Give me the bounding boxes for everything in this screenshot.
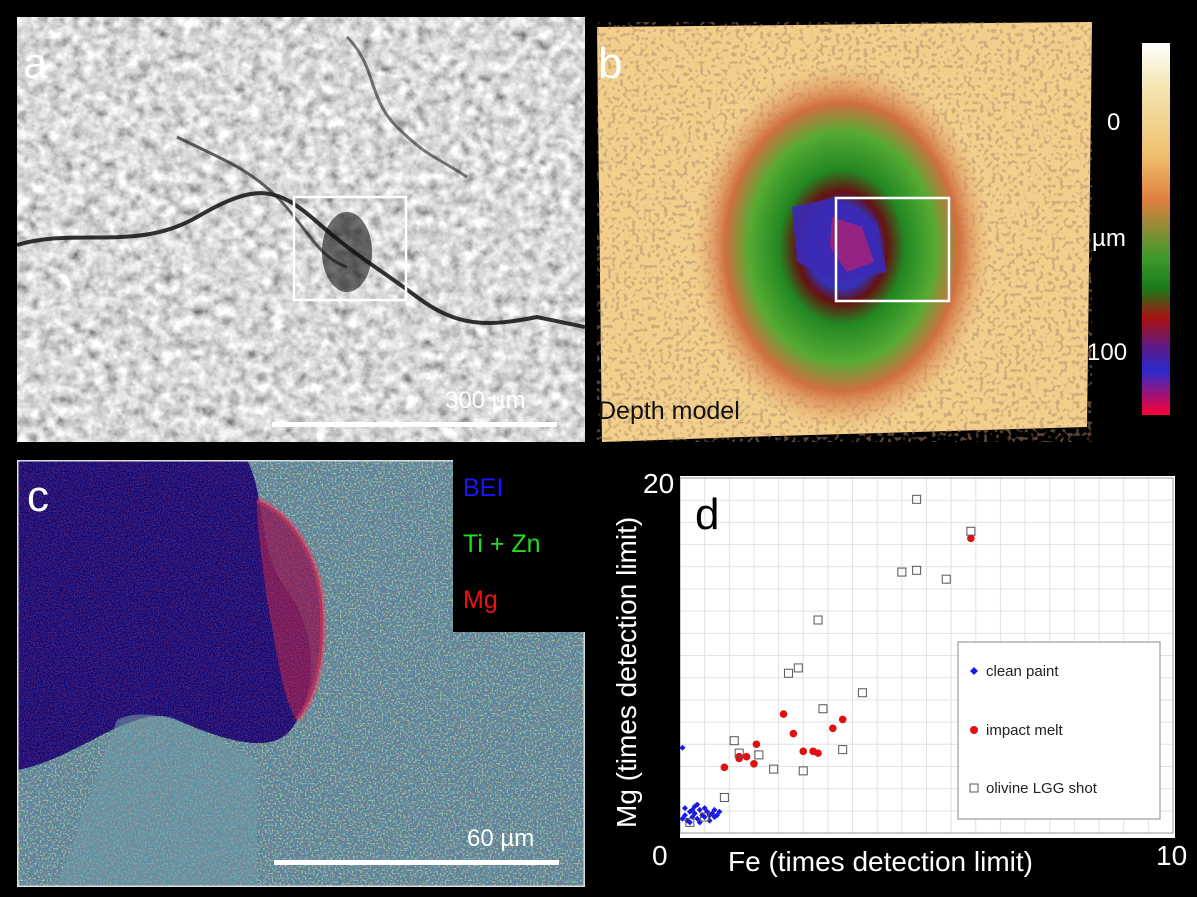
x-tick-10: 10 (1156, 840, 1188, 871)
scatter-chart: clean paint impact melt olivine LGG shot (679, 477, 1174, 834)
legend-label-clean-paint: clean paint (986, 663, 1059, 680)
data-point-olivine-lgg-shot-5 (754, 750, 764, 760)
data-point-olivine-lgg-shot-16 (912, 565, 922, 575)
data-point-olivine-lgg-shot-17 (941, 574, 951, 584)
data-point-clean-paint-21 (716, 808, 723, 815)
data-point-olivine-lgg-shot-6 (769, 764, 779, 774)
data-point-olivine-lgg-shot-12 (838, 745, 848, 755)
y-axis-label: Mg (times detection limit) (611, 516, 642, 828)
data-point-clean-paint-7 (696, 806, 703, 813)
element-map-image (15, 458, 587, 889)
data-point-clean-paint-0 (679, 815, 686, 822)
colorbar (1142, 43, 1170, 415)
region-box (292, 195, 408, 302)
colorbar-unit: µm (1092, 225, 1126, 252)
depth-model-caption: Depth model (598, 397, 740, 425)
data-point-clean-paint-25 (679, 744, 686, 751)
legend-ti-zn: Ti + Zn (463, 530, 541, 558)
chart-left-margin (598, 460, 680, 892)
panel-b: Depth model b 0 µm 100 (592, 17, 1197, 442)
data-point-impact-melt-7 (789, 729, 798, 738)
data-point-clean-paint-9 (701, 814, 708, 821)
colorbar-tick-100: 100 (1087, 339, 1128, 366)
data-point-impact-melt-3 (750, 759, 758, 768)
data-point-clean-paint-11 (706, 812, 713, 819)
legend-marker-olivine (969, 783, 979, 793)
legend-label-olivine: olivine LGG shot (986, 780, 1098, 797)
legend-entry-clean-paint: clean paint (970, 663, 1059, 680)
plot-frame (679, 477, 1174, 834)
data-point-olivine-lgg-shot-14 (897, 567, 907, 577)
data-point-olivine-lgg-shot-1 (700, 812, 710, 822)
scale-bar (272, 422, 557, 427)
legend-marker-clean-paint (970, 667, 978, 675)
data-point-impact-melt-13 (967, 534, 975, 543)
chart-bottom-margin (598, 838, 1197, 892)
x-axis-label: Fe (times detection limit) (728, 846, 1033, 877)
panel-c: c BEI Ti + Zn Mg 60 µm (15, 458, 587, 889)
data-point-olivine-lgg-shot-7 (783, 668, 793, 678)
data-point-olivine-lgg-shot-4 (734, 748, 744, 758)
colorbar-tick-0: 0 (1107, 109, 1121, 136)
data-point-clean-paint-1 (681, 812, 688, 819)
data-point-olivine-lgg-shot-10 (813, 615, 823, 625)
data-point-olivine-lgg-shot-13 (857, 688, 867, 698)
panel-label-b: b (598, 39, 623, 88)
legend-mg: Mg (463, 586, 498, 614)
data-point-clean-paint-23 (689, 806, 696, 813)
data-point-clean-paint-14 (713, 812, 720, 819)
chart-right-margin (1175, 460, 1197, 892)
legend-marker-impact-melt (970, 726, 978, 734)
data-point-clean-paint-6 (694, 815, 701, 822)
region-box (834, 196, 951, 303)
data-point-olivine-lgg-shot-2 (719, 793, 729, 802)
data-point-clean-paint-12 (709, 810, 716, 817)
legend-bei: BEI (463, 474, 504, 502)
panel-label-a: a (23, 39, 48, 88)
data-point-clean-paint-17 (701, 805, 708, 812)
depth-model-image (597, 22, 1092, 442)
data-point-olivine-lgg-shot-8 (793, 663, 803, 673)
data-point-impact-melt-11 (829, 724, 837, 733)
legend-entry-olivine: olivine LGG shot (969, 780, 1098, 797)
data-point-clean-paint-15 (686, 819, 693, 826)
legend-entry-impact-melt: impact melt (970, 722, 1064, 739)
data-point-olivine-lgg-shot-0 (685, 817, 695, 827)
scale-bar (274, 860, 559, 865)
scale-text-a: 300 µm (445, 387, 526, 414)
data-point-impact-melt-8 (799, 747, 808, 756)
panel-label-d: d (695, 490, 720, 539)
data-point-impact-melt-12 (838, 715, 847, 724)
panel-a: a 300 µm (16, 17, 586, 442)
data-point-clean-paint-18 (706, 817, 713, 824)
data-point-olivine-lgg-shot-18 (966, 526, 976, 536)
data-point-impact-melt-4 (752, 740, 761, 749)
sem-image (16, 17, 586, 442)
data-point-impact-melt-0 (720, 763, 729, 772)
chart-top-margin (598, 460, 1197, 476)
map-legend: BEI Ti + Zn Mg (453, 460, 585, 632)
data-point-impact-melt-6 (779, 710, 788, 718)
x-tick-0: 0 (652, 840, 668, 871)
scale-text-c: 60 µm (467, 825, 535, 852)
data-point-olivine-lgg-shot-11 (818, 704, 828, 714)
data-point-impact-melt-10 (814, 749, 822, 757)
data-point-olivine-lgg-shot-15 (912, 494, 922, 504)
data-point-olivine-lgg-shot-3 (729, 736, 739, 746)
data-point-impact-melt-2 (742, 752, 751, 761)
data-point-clean-paint-5 (691, 810, 698, 817)
data-point-clean-paint-22 (694, 801, 701, 808)
chart-legend (957, 641, 1161, 820)
data-point-olivine-lgg-shot-9 (798, 766, 808, 776)
y-tick-20: 20 (643, 468, 675, 499)
legend-label-impact-melt: impact melt (986, 722, 1064, 739)
panel-d: clean paint impact melt olivine LGG shot (598, 460, 1197, 892)
data-point-clean-paint-19 (681, 805, 688, 812)
data-point-clean-paint-4 (689, 814, 696, 821)
data-point-clean-paint-24 (711, 806, 718, 813)
panel-label-c: c (27, 472, 49, 521)
